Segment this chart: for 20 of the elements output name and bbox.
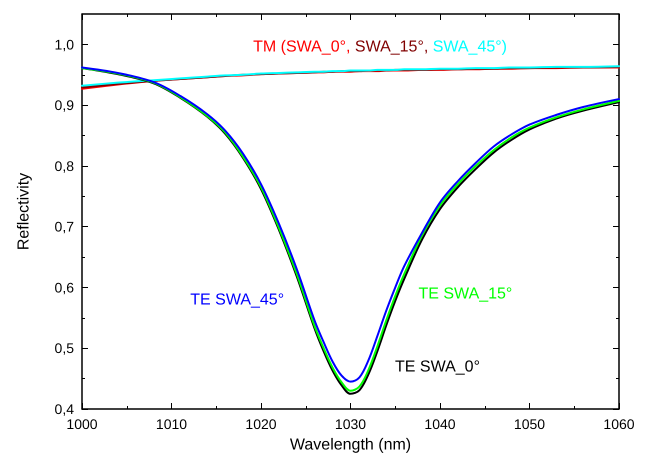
x-tick-label: 1020 bbox=[245, 416, 277, 432]
y-tick-label: 0,8 bbox=[54, 158, 74, 174]
x-tick-label: 1060 bbox=[603, 416, 635, 432]
y-axis-title: Reflectivity bbox=[16, 172, 32, 250]
x-tick-label: 1000 bbox=[66, 416, 98, 432]
y-tick-label: 0,6 bbox=[54, 279, 74, 296]
x-tick-label: 1030 bbox=[334, 416, 366, 432]
y-tick-label: 0,5 bbox=[54, 340, 74, 356]
x-axis-title: Wavelength (nm) bbox=[290, 436, 412, 454]
x-tick-label: 1040 bbox=[424, 416, 456, 432]
x-tick-label: 1050 bbox=[514, 416, 546, 432]
y-tick-label: 1,0 bbox=[54, 36, 74, 52]
y-tick-label: 0,7 bbox=[54, 218, 74, 235]
series-label: TE SWA_0° bbox=[395, 358, 480, 376]
y-tick-label: 0,9 bbox=[54, 97, 74, 114]
series-label: TE SWA_15° bbox=[418, 286, 512, 303]
annotation: TM (SWA_0°, SWA_15°, SWA_45°) bbox=[253, 38, 507, 56]
series-label: TE SWA_45° bbox=[190, 291, 284, 308]
y-tick-label: 0,4 bbox=[54, 401, 74, 417]
x-tick-label: 1010 bbox=[156, 416, 188, 432]
